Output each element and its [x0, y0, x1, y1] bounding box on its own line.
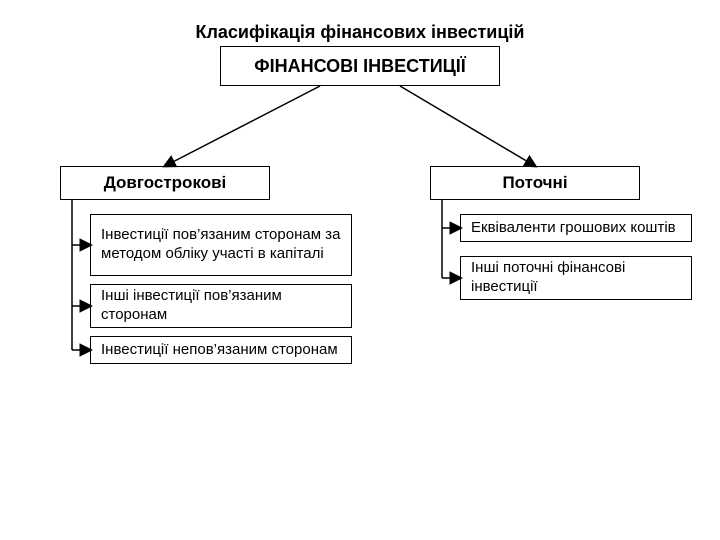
- leaf-node: Інші інвестиції пов’язаним сторонам: [90, 284, 352, 328]
- branch-header-long-term-label: Довгострокові: [94, 168, 237, 197]
- leaf-node-label: Еквіваленти грошових коштів: [461, 215, 686, 242]
- leaf-node: Еквіваленти грошових коштів: [460, 214, 692, 242]
- leaf-node-label: Інвестиції непов’язаним сторонам: [91, 337, 348, 364]
- diagram-title: Класифікація фінансових інвестицій: [0, 22, 720, 43]
- leaf-node: Інвестиції непов’язаним сторонам: [90, 336, 352, 364]
- branch-header-long-term: Довгострокові: [60, 166, 270, 200]
- leaf-node: Інвестиції пов’язаним сторонам за методо…: [90, 214, 352, 276]
- leaf-node-label: Інвестиції пов’язаним сторонам за методо…: [91, 222, 351, 268]
- root-node: ФІНАНСОВІ ІНВЕСТИЦІЇ: [220, 46, 500, 86]
- branch-header-current: Поточні: [430, 166, 640, 200]
- leaf-node-label: Інші поточні фінансові інвестиції: [461, 255, 691, 301]
- leaf-node-label: Інші інвестиції пов’язаним сторонам: [91, 283, 351, 329]
- root-node-label: ФІНАНСОВІ ІНВЕСТИЦІЇ: [244, 51, 476, 82]
- leaf-node: Інші поточні фінансові інвестиції: [460, 256, 692, 300]
- diagram-canvas: Класифікація фінансових інвестицій ФІНАН…: [0, 0, 720, 540]
- branch-header-current-label: Поточні: [492, 168, 577, 197]
